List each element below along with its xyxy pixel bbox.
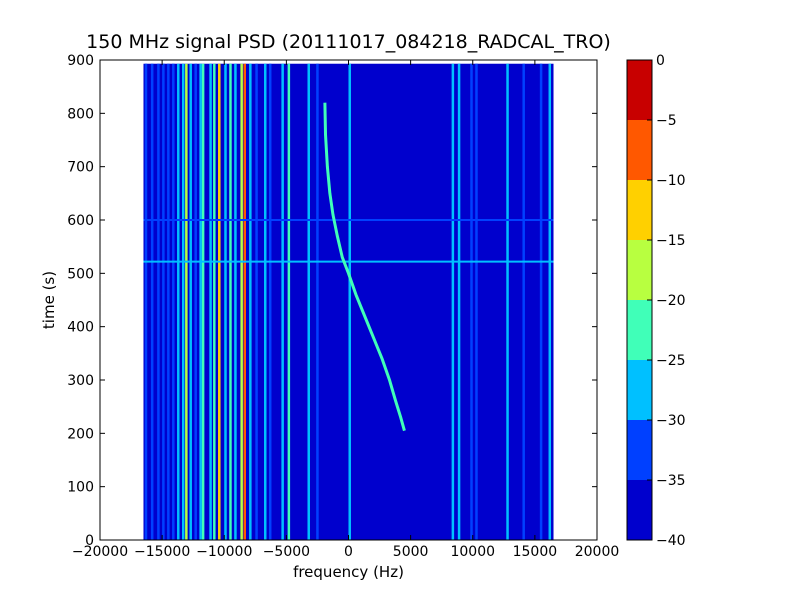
x-tick-label: 15000 <box>513 544 558 560</box>
y-tick-label: 600 <box>67 213 94 229</box>
colorbar-tick-label: −5 <box>656 113 677 129</box>
x-tick-label: −20000 <box>72 544 128 560</box>
y-tick-label: 100 <box>67 480 94 496</box>
vertical-lines <box>144 63 552 540</box>
colorbar-band <box>627 60 652 120</box>
horizontal-lines <box>143 219 554 263</box>
colorbar-tick-label: −10 <box>656 173 686 189</box>
y-axis-ticks: 0 100 200 300 400 500 600 700 800 900 <box>67 53 597 549</box>
colorbar-band <box>627 300 652 360</box>
colorbar-band <box>627 240 652 300</box>
y-tick-label: 900 <box>67 53 94 69</box>
colorbar-tick-label: −25 <box>656 353 686 369</box>
x-axis-label: frequency (Hz) <box>293 563 404 581</box>
colorbar-band <box>627 360 652 420</box>
colorbar: 0 −5 −10 −15 −20 −25 −30 −35 −40 <box>626 53 686 549</box>
x-tick-label: 10000 <box>450 544 495 560</box>
chart-title: 150 MHz signal PSD (20111017_084218_RADC… <box>86 31 611 53</box>
x-axis-ticks: −20000 −15000 −10000 −5000 0 5000 10000 15000 20… <box>72 60 619 560</box>
y-tick-label: 200 <box>67 426 94 442</box>
y-tick-label: 700 <box>67 160 94 176</box>
y-tick-label: 300 <box>67 373 94 389</box>
y-tick-label: 400 <box>67 320 94 336</box>
colorbar-tick-label: 0 <box>656 53 665 69</box>
x-tick-label: 0 <box>344 544 353 560</box>
y-tick-label: 0 <box>85 533 94 549</box>
plot-area <box>99 59 598 541</box>
x-tick-label: −15000 <box>134 544 190 560</box>
signal-track <box>323 102 406 432</box>
colorbar-band <box>627 480 652 540</box>
colorbar-tick-label: −15 <box>656 233 686 249</box>
colorbar-tick-label: −40 <box>656 533 686 549</box>
colorbar-band <box>627 120 652 180</box>
colorbar-band <box>627 180 652 240</box>
x-tick-label: −5000 <box>263 544 310 560</box>
x-tick-label: 5000 <box>393 544 429 560</box>
x-tick-label: −10000 <box>196 544 252 560</box>
colorbar-tick-label: −35 <box>656 473 686 489</box>
y-tick-label: 800 <box>67 106 94 122</box>
colorbar-tick-label: −20 <box>656 293 686 309</box>
colorbar-tick-label: −30 <box>656 413 686 429</box>
colorbar-band <box>627 420 652 480</box>
y-axis-label: time (s) <box>40 271 58 329</box>
x-tick-label: 20000 <box>575 544 620 560</box>
y-tick-label: 500 <box>67 266 94 282</box>
